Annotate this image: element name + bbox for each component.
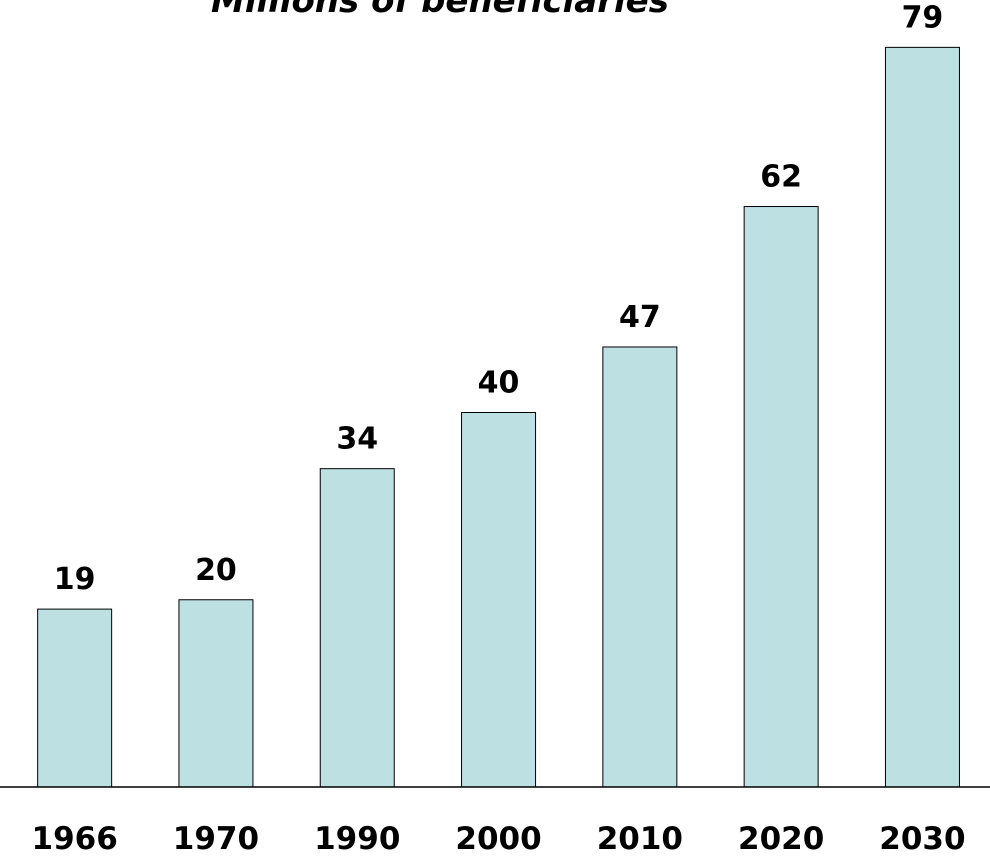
x-tick-label: 2010 bbox=[597, 821, 683, 857]
bar bbox=[461, 412, 537, 788]
data-label: 62 bbox=[760, 160, 802, 195]
data-label: 34 bbox=[336, 422, 378, 457]
chart-title: Millions of beneficiaries bbox=[211, 0, 669, 21]
x-tick-label: 2000 bbox=[455, 821, 541, 857]
data-label: 19 bbox=[54, 562, 96, 597]
x-tick-label: 2030 bbox=[879, 821, 965, 857]
bar bbox=[743, 206, 819, 788]
x-tick-label: 1966 bbox=[32, 821, 118, 857]
data-label: 79 bbox=[902, 0, 944, 35]
data-label: 40 bbox=[478, 366, 520, 401]
data-label: 20 bbox=[195, 553, 237, 588]
x-tick-label: 2020 bbox=[738, 821, 824, 857]
bar bbox=[319, 468, 395, 788]
bar bbox=[37, 608, 113, 788]
x-tick-label: 1990 bbox=[314, 821, 400, 857]
x-tick-label: 1970 bbox=[173, 821, 259, 857]
bar bbox=[178, 599, 254, 788]
data-label: 47 bbox=[619, 300, 661, 335]
bar bbox=[602, 346, 678, 788]
bar bbox=[884, 46, 960, 788]
